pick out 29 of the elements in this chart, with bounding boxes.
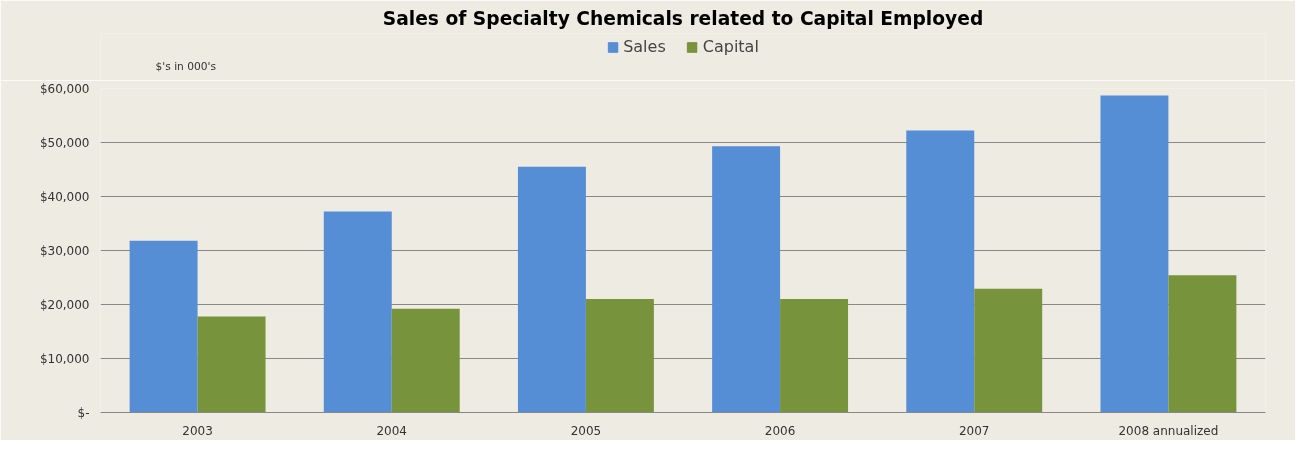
y-tick-label: $10,000 — [39, 351, 90, 366]
x-tick-label: 2007 — [958, 423, 990, 438]
y-tick-label: $30,000 — [39, 243, 90, 258]
chart-title: Sales of Specialty Chemicals related to Capital Employed — [382, 7, 984, 29]
bar — [974, 288, 1043, 413]
bar — [906, 130, 975, 413]
y-tick-label: $50,000 — [39, 135, 90, 150]
bar — [391, 308, 460, 413]
y-tick-label: $40,000 — [39, 189, 90, 204]
y-tick-label: $60,000 — [39, 81, 90, 96]
y-axis-title: $'s in 000's — [155, 59, 217, 73]
bar — [323, 211, 392, 413]
bar — [780, 299, 849, 413]
bar — [712, 146, 781, 413]
bar — [1100, 95, 1169, 413]
x-tick-label: 2003 — [182, 423, 213, 438]
y-tick-label: $- — [77, 405, 90, 420]
x-tick-label: 2004 — [376, 423, 408, 438]
bar — [585, 299, 654, 413]
legend-label: Capital — [702, 37, 759, 56]
legend-label: Sales — [623, 37, 666, 56]
bar — [1168, 275, 1237, 413]
bar — [197, 316, 266, 413]
bar — [517, 166, 586, 413]
bar — [129, 240, 198, 413]
x-tick-label: 2005 — [570, 423, 602, 438]
x-tick-label: 2008 annualized — [1118, 423, 1219, 438]
y-tick-label: $20,000 — [39, 297, 90, 312]
x-tick-label: 2006 — [764, 423, 796, 438]
